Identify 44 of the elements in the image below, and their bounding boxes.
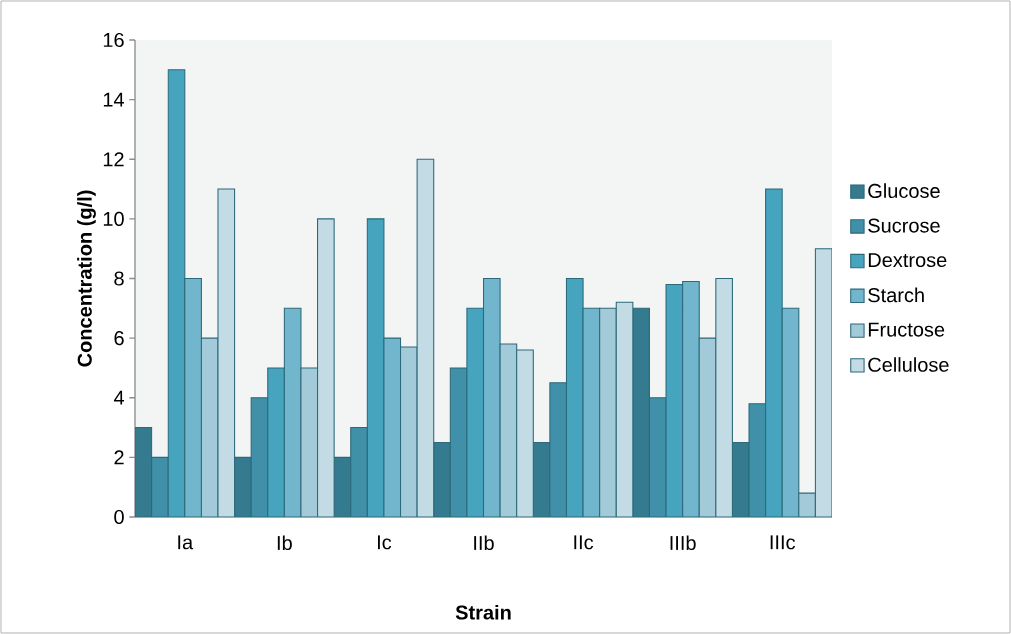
bar — [366, 218, 385, 517]
x-tick-label: Ic — [377, 535, 392, 550]
bar — [632, 307, 650, 517]
y-tick-label: 12 — [103, 152, 124, 167]
x-axis-title: Strain — [455, 604, 511, 620]
bar — [482, 277, 501, 517]
bar — [283, 307, 302, 517]
bar — [234, 456, 252, 517]
bar — [184, 277, 202, 517]
x-tick-label: IIc — [574, 535, 594, 550]
bar — [665, 283, 684, 517]
y-tick-label: 8 — [114, 271, 124, 286]
bar — [267, 367, 285, 517]
bar — [781, 307, 800, 517]
legend-label: Cellulose — [868, 357, 949, 372]
y-tick-label: 2 — [114, 450, 124, 465]
y-tick-label: 16 — [103, 32, 124, 48]
bar — [765, 188, 783, 517]
bar — [682, 280, 700, 517]
bar — [433, 441, 451, 517]
x-tick-label: IIIb — [670, 535, 696, 551]
y-tick-label: 6 — [114, 331, 124, 346]
bar — [466, 307, 485, 517]
legend-label: Starch — [868, 287, 924, 303]
bar — [565, 277, 584, 517]
bar — [582, 307, 601, 517]
legend-label: Glucose — [868, 183, 940, 199]
x-tick-label: Ia — [178, 535, 194, 550]
y-tick-label: 0 — [114, 509, 124, 525]
y-tick-label: 10 — [103, 211, 124, 226]
x-tick-label: Ib — [277, 535, 292, 551]
y-axis-title: Concentration (g/l) — [77, 190, 96, 367]
x-tick-label: IIb — [474, 535, 494, 551]
x-tick-label: IIIc — [770, 535, 796, 550]
bar — [599, 307, 617, 517]
y-tick-label: 14 — [103, 92, 125, 107]
y-tick-label: 4 — [113, 390, 125, 405]
legend-label: Dextrose — [868, 253, 947, 268]
bar — [549, 382, 568, 517]
legend-label: Fructose — [868, 322, 945, 337]
bar — [350, 427, 368, 517]
legend-label: Sucrose — [868, 218, 940, 233]
bar — [167, 69, 186, 517]
bar — [151, 456, 169, 517]
